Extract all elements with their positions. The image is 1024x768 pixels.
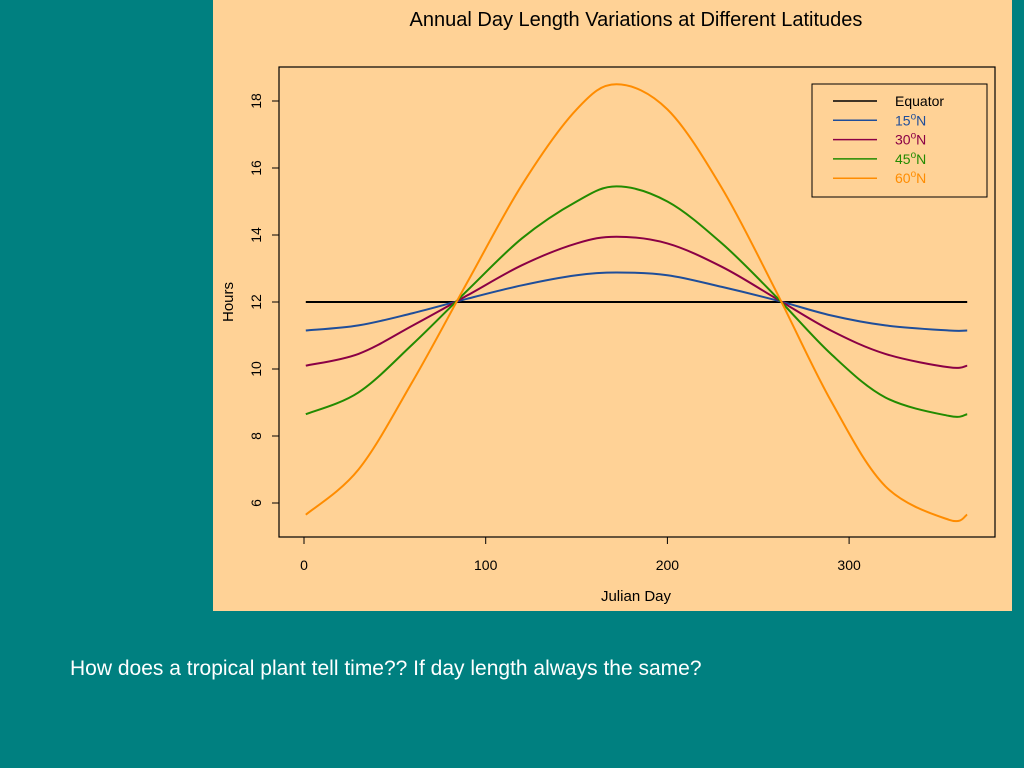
y-tick-label: 10 — [248, 361, 264, 377]
y-tick-label: 18 — [248, 93, 264, 109]
legend-label-degree: o — [911, 150, 917, 161]
y-tick-label: 16 — [248, 160, 264, 176]
legend-label-degree: o — [911, 131, 917, 142]
legend-label-suffix: N — [916, 132, 926, 148]
x-tick-label: 0 — [300, 557, 308, 573]
day-length-chart: Annual Day Length Variations at Differen… — [220, 9, 996, 605]
slide-caption: How does a tropical plant tell time?? If… — [70, 657, 702, 680]
y-axis-label: Hours — [220, 282, 237, 322]
legend-label-degree: o — [911, 169, 917, 180]
series-line-3 — [305, 185, 968, 418]
legend-label: Equator — [895, 93, 944, 109]
legend-label-name: 15 — [895, 112, 911, 128]
y-tick-label: 6 — [248, 499, 264, 507]
legend-label-suffix: N — [916, 170, 926, 186]
x-axis-label: Julian Day — [601, 588, 672, 605]
x-tick-label: 100 — [474, 557, 498, 573]
legend-label: 30oN — [895, 131, 926, 148]
series-lines — [305, 83, 968, 523]
y-tick-label: 8 — [248, 432, 264, 440]
legend-label-degree: o — [911, 111, 917, 122]
y-tick-label: 14 — [248, 227, 264, 243]
chart-panel: Annual Day Length Variations at Differen… — [213, 0, 1012, 611]
x-tick-label: 300 — [837, 557, 861, 573]
series-line-2 — [305, 235, 968, 369]
legend-label-name: 45 — [895, 151, 911, 167]
x-axis: 0 100 200 300 — [300, 536, 861, 573]
legend-label: 45oN — [895, 150, 926, 167]
legend-label-name: 60 — [895, 170, 911, 186]
legend-label: 15oN — [895, 111, 926, 128]
series-line-4 — [305, 83, 968, 523]
legend-label-suffix: N — [916, 151, 926, 167]
legend-box — [811, 83, 988, 198]
legend-label-name: 30 — [895, 132, 911, 148]
y-axis: 6 8 10 12 14 16 18 — [248, 93, 280, 507]
legend-label-name: Equator — [895, 93, 944, 109]
y-tick-label: 12 — [248, 294, 264, 310]
series-line-1 — [305, 271, 968, 332]
chart-title: Annual Day Length Variations at Differen… — [410, 9, 863, 31]
legend-label-suffix: N — [916, 112, 926, 128]
legend-label: 60oN — [895, 169, 926, 186]
x-tick-label: 200 — [656, 557, 680, 573]
